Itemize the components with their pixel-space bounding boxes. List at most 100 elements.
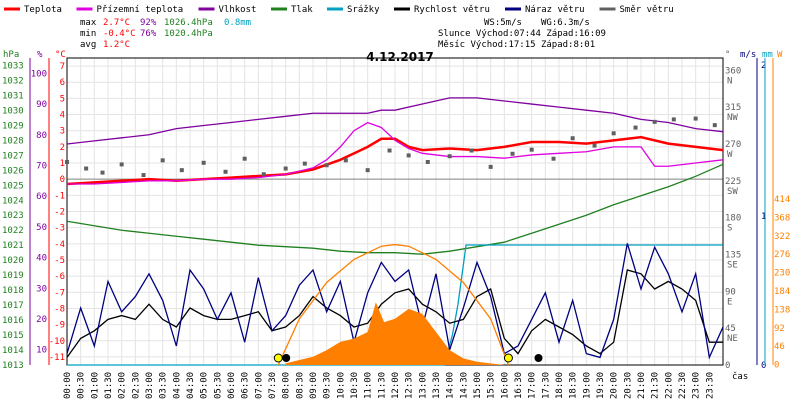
y-tick-cardinal: SE bbox=[727, 260, 738, 270]
wind-direction-point bbox=[510, 151, 515, 156]
y-tick-cardinal: SW bbox=[727, 187, 738, 197]
wind-direction-point bbox=[343, 158, 348, 163]
x-tick-label: 15:00 bbox=[473, 372, 483, 399]
y-tick-hpa: 1028 bbox=[2, 136, 24, 146]
y-tick-hpa: 1029 bbox=[2, 121, 24, 131]
y-tick-cardinal: NW bbox=[727, 113, 738, 123]
x-tick-label: 06:00 bbox=[227, 372, 237, 399]
wind-direction-point bbox=[387, 148, 392, 153]
y-tick-cardinal: NE bbox=[727, 334, 738, 344]
y-tick-celsius: 3 bbox=[60, 127, 65, 137]
x-tick-label: 11:30 bbox=[377, 372, 387, 399]
y-tick-direction: 315 bbox=[725, 103, 741, 113]
x-tick-label: 12:00 bbox=[391, 372, 401, 399]
x-tick-label: 01:00 bbox=[90, 372, 100, 399]
y-tick-direction: 270 bbox=[725, 140, 741, 150]
unit-watt: W bbox=[777, 50, 783, 60]
x-tick-label: 17:30 bbox=[541, 372, 551, 399]
sun-marker bbox=[273, 353, 283, 363]
stat-moon: Měsíc Východ:17:15 Západ:8:01 bbox=[438, 40, 595, 50]
x-tick-label: 20:00 bbox=[610, 372, 620, 399]
stat-max-press: 1026.4hPa bbox=[164, 18, 213, 28]
stat-max-rain: 0.8mm bbox=[224, 18, 251, 28]
y-tick-hpa: 1024 bbox=[2, 196, 24, 206]
stat-max-label: max bbox=[80, 18, 97, 28]
y-tick-direction: 225 bbox=[725, 177, 741, 187]
wind-direction-point bbox=[365, 168, 370, 173]
wind-direction-point bbox=[302, 161, 307, 166]
x-tick-label: 21:00 bbox=[637, 372, 647, 399]
y-tick-celsius: -7 bbox=[54, 288, 65, 298]
x-tick-label: 03:30 bbox=[159, 372, 169, 399]
wind-direction-point bbox=[671, 117, 676, 122]
y-tick-percent: 50 bbox=[36, 223, 47, 233]
stat-min-press: 1020.4hPa bbox=[164, 29, 213, 39]
y-tick-hpa: 1020 bbox=[2, 256, 24, 266]
wind-direction-point bbox=[141, 173, 146, 178]
x-tick-label: 05:00 bbox=[200, 372, 210, 399]
wind-direction-point bbox=[179, 168, 184, 173]
y-tick-celsius: -4 bbox=[54, 240, 65, 250]
y-tick-hpa: 1027 bbox=[2, 151, 24, 161]
y-tick-direction: 0 bbox=[725, 361, 730, 371]
y-tick-celsius: 5 bbox=[60, 94, 65, 104]
x-tick-label: 00:30 bbox=[77, 372, 87, 399]
y-tick-watt: 322 bbox=[774, 232, 790, 242]
y-tick-direction: 90 bbox=[725, 287, 736, 297]
x-tick-label: 16:00 bbox=[500, 372, 510, 399]
x-tick-label: 08:30 bbox=[295, 372, 305, 399]
x-tick-label: 02:00 bbox=[118, 372, 128, 399]
wind-direction-point bbox=[223, 169, 228, 174]
y-tick-hpa: 1032 bbox=[2, 76, 24, 86]
y-tick-percent: 90 bbox=[36, 100, 47, 110]
wind-direction-point bbox=[469, 148, 474, 153]
x-tick-label: 16:30 bbox=[514, 372, 524, 399]
x-tick-label: 05:30 bbox=[213, 372, 223, 399]
stat-min-hum: 76% bbox=[140, 29, 157, 39]
y-tick-percent: 30 bbox=[36, 284, 47, 294]
y-tick-watt: 138 bbox=[774, 305, 790, 315]
y-tick-hpa: 1023 bbox=[2, 211, 24, 221]
x-tick-label: 22:30 bbox=[678, 372, 688, 399]
y-tick-cardinal: W bbox=[727, 150, 733, 160]
y-tick-hpa: 1014 bbox=[2, 346, 24, 356]
y-tick-percent: 100 bbox=[31, 69, 47, 79]
series-layer bbox=[65, 97, 724, 366]
y-tick-hpa: 1013 bbox=[2, 361, 24, 371]
y-tick-celsius: 1 bbox=[60, 159, 65, 169]
stat-min-temp: -0.4°C bbox=[103, 29, 136, 39]
unit-celsius: °C bbox=[55, 50, 66, 60]
x-tick-label: 01:30 bbox=[104, 372, 114, 399]
y-tick-percent: 70 bbox=[36, 161, 47, 171]
legend: Teplota Přízemní teplota Vlhkost Tlak Srážky… bbox=[4, 5, 674, 15]
grid bbox=[66, 58, 723, 365]
y-tick-hpa: 1019 bbox=[2, 271, 24, 281]
wind-direction-point bbox=[283, 166, 288, 171]
x-tick-label: 14:00 bbox=[446, 372, 456, 399]
y-tick-watt: 414 bbox=[774, 195, 790, 205]
chart-title: 4.12.2017 bbox=[366, 50, 434, 64]
y-tick-ms: 2 bbox=[761, 61, 766, 71]
x-tick-label: 04:30 bbox=[186, 372, 196, 399]
y-tick-hpa: 1025 bbox=[2, 181, 24, 191]
wind-direction-point bbox=[65, 159, 69, 164]
wind-direction-point bbox=[488, 164, 493, 169]
y-tick-hpa: 1031 bbox=[2, 91, 24, 101]
y-tick-ms: 1 bbox=[761, 212, 766, 222]
y-tick-celsius: -8 bbox=[54, 304, 65, 314]
wind-direction-point bbox=[652, 119, 657, 124]
x-tick-label: 14:30 bbox=[459, 372, 469, 399]
x-tick-label: 23:30 bbox=[705, 372, 715, 399]
y-tick-hpa: 1026 bbox=[2, 166, 24, 176]
x-tick-label: 19:30 bbox=[596, 372, 606, 399]
y-tick-celsius: -5 bbox=[54, 256, 65, 266]
y-tick-watt: 368 bbox=[774, 213, 790, 223]
legend-label: Vlhkost bbox=[219, 5, 257, 15]
y-tick-watt: 230 bbox=[774, 269, 790, 279]
wind-direction-point bbox=[119, 162, 124, 167]
y-tick-hpa: 1018 bbox=[2, 286, 24, 296]
x-tick-label: 02:30 bbox=[131, 372, 141, 399]
x-tick-label: 13:00 bbox=[418, 372, 428, 399]
wind-direction-point bbox=[611, 131, 616, 136]
